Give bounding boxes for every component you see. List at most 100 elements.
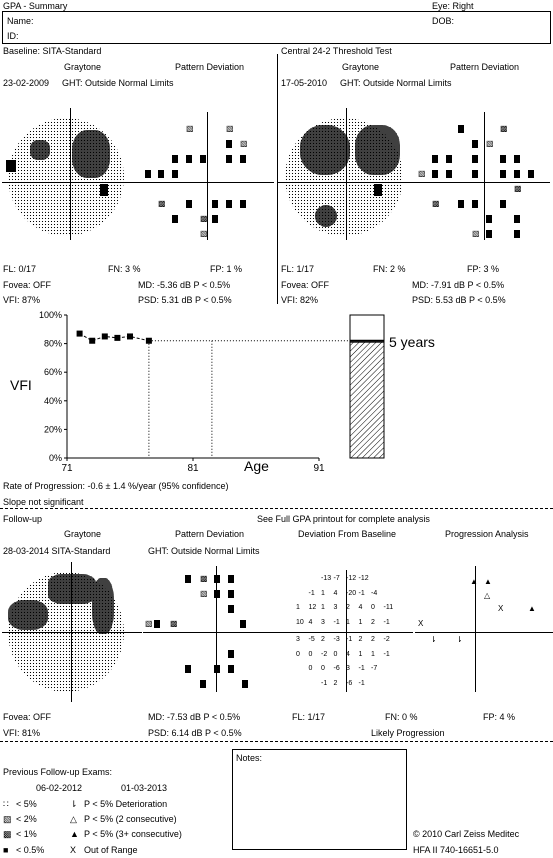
deviation-value: -4 bbox=[371, 589, 378, 597]
name-label: Name: bbox=[7, 16, 34, 26]
followup-label: Follow-up bbox=[3, 514, 43, 524]
deviation-value: -1 bbox=[346, 636, 353, 643]
followup-fp: FP: 4 % bbox=[483, 712, 516, 722]
deviation-value: -1 bbox=[358, 679, 365, 687]
copyright: © 2010 Carl Zeiss Meditec bbox=[413, 829, 520, 839]
y-tick-label: 40% bbox=[44, 396, 62, 406]
deviation-value: 1 bbox=[296, 604, 300, 611]
followup-vfi: VFI: 81% bbox=[3, 728, 41, 738]
deviation-value: 4 bbox=[333, 589, 338, 597]
deviation-value: 2 bbox=[333, 679, 338, 687]
deviation-value: 3 bbox=[321, 618, 325, 626]
notes-box[interactable] bbox=[232, 749, 407, 850]
deviation-value: 10 bbox=[296, 618, 304, 626]
footer-divider bbox=[0, 741, 553, 742]
deviation-value: -7 bbox=[371, 665, 378, 672]
deviation-value: -7 bbox=[333, 575, 340, 582]
baseline-left-ght: GHT: Outside Normal Limits bbox=[62, 78, 174, 88]
followup-pattern-title: Pattern Deviation bbox=[175, 529, 245, 539]
dob-label: DOB: bbox=[432, 16, 455, 26]
data-point bbox=[127, 333, 133, 340]
deviation-value: 0 bbox=[333, 650, 338, 658]
deviation-value: 0 bbox=[371, 604, 375, 611]
deviation-value: 4 bbox=[358, 604, 363, 611]
legend-dots-icon: ∷ bbox=[3, 799, 9, 809]
baseline-divider bbox=[277, 54, 278, 304]
baseline-right-date: 17-05-2010 bbox=[281, 78, 328, 88]
baseline-right-psd: PSD: 5.53 dB P < 0.5% bbox=[412, 295, 506, 305]
baseline-left-md: MD: -5.36 dB P < 0.5% bbox=[138, 280, 231, 290]
x-tick-label: 81 bbox=[187, 463, 199, 474]
deviation-value: -12 bbox=[358, 575, 369, 582]
previous-exam-date-1: 06-02-2012 bbox=[36, 783, 83, 793]
baseline-right-md: MD: -7.91 dB P < 0.5% bbox=[412, 280, 505, 290]
baseline-right-fn: FN: 2 % bbox=[373, 264, 406, 274]
deviation-value: 4 bbox=[308, 618, 313, 626]
likely-progression: Likely Progression bbox=[371, 728, 445, 738]
deviation-value: 1 bbox=[358, 618, 363, 626]
deviation-value: -1 bbox=[333, 618, 340, 626]
legend-3consec: P < 5% (3+ consecutive) bbox=[84, 829, 182, 839]
baseline-left-graytone-title: Graytone bbox=[64, 62, 102, 72]
projection-label: 5 years bbox=[389, 334, 435, 350]
legend-dense-icon: ▩ bbox=[3, 829, 12, 839]
y-tick-label: 20% bbox=[44, 424, 62, 434]
y-tick-label: 80% bbox=[44, 339, 62, 349]
legend-lt5: < 5% bbox=[16, 799, 37, 809]
deviation-value: 2 bbox=[358, 636, 363, 643]
baseline-left-date: 23-02-2009 bbox=[3, 78, 50, 88]
previous-exam-date-2: 01-03-2013 bbox=[121, 783, 168, 793]
baseline-label: Baseline: SITA-Standard bbox=[3, 46, 102, 56]
out-of-range-icon: X bbox=[70, 845, 77, 855]
deviation-value: -2 bbox=[321, 650, 328, 658]
deviation-value: -1 bbox=[308, 589, 315, 597]
baseline-left-vfi: VFI: 87% bbox=[3, 295, 41, 305]
followup-ght: GHT: Outside Normal Limits bbox=[148, 546, 260, 556]
deviation-value: 2 bbox=[321, 636, 325, 643]
deviation-value: -13 bbox=[321, 575, 332, 582]
section-divider bbox=[0, 508, 553, 509]
followup-fovea: Fovea: OFF bbox=[3, 712, 52, 722]
test-title: Central 24-2 Threshold Test bbox=[281, 46, 392, 56]
slope-text: Slope not significant bbox=[3, 497, 84, 507]
baseline-left-fovea: Fovea: OFF bbox=[3, 280, 52, 290]
followup-graytone-title: Graytone bbox=[64, 529, 102, 539]
baseline-left-fp: FP: 1 % bbox=[210, 264, 243, 274]
deterioration-arrow-icon: ⇂ bbox=[70, 799, 78, 809]
baseline-right-vfi: VFI: 82% bbox=[281, 295, 319, 305]
baseline-left-fn: FN: 3 % bbox=[108, 264, 141, 274]
filled-triangle-icon: ▲ bbox=[70, 829, 79, 839]
baseline-right-fp: FP: 3 % bbox=[467, 264, 500, 274]
followup-fn: FN: 0 % bbox=[385, 712, 418, 722]
followup-fl: FL: 1/17 bbox=[292, 712, 326, 722]
deviation-value: -12 bbox=[346, 575, 357, 582]
deviation-value: -1 bbox=[383, 650, 390, 658]
deviation-value: 2 bbox=[371, 636, 375, 643]
legend-hatch-icon: ▧ bbox=[3, 814, 12, 824]
deviation-value: 3 bbox=[333, 604, 338, 611]
vfi-bar-fill bbox=[349, 341, 385, 459]
deviation-value: 0 bbox=[296, 650, 300, 658]
x-tick-label: 71 bbox=[61, 463, 73, 474]
deviation-value: -20 bbox=[346, 589, 357, 597]
data-point bbox=[89, 337, 96, 344]
id-label: ID: bbox=[7, 31, 19, 41]
data-point bbox=[145, 337, 152, 344]
eye-label: Eye: Right bbox=[432, 1, 474, 11]
baseline-left-pattern-title: Pattern Deviation bbox=[175, 62, 245, 72]
vfi-progression-chart: VFI Age 100% 80% 60% 40% 20% 0%71 81 91 5 years bbox=[10, 310, 435, 474]
deviation-title: Deviation From Baseline bbox=[298, 529, 397, 539]
followup-md: MD: -7.53 dB P < 0.5% bbox=[148, 712, 241, 722]
deviation-value: -1 bbox=[321, 679, 328, 687]
deviation-value: -1 bbox=[358, 589, 365, 597]
open-triangle-icon: △ bbox=[70, 814, 77, 824]
data-point bbox=[76, 330, 83, 337]
baseline-right-fl: FL: 1/17 bbox=[281, 264, 315, 274]
vfi-axis-label: VFI bbox=[10, 377, 32, 393]
legend-lt05: < 0.5% bbox=[16, 845, 45, 855]
data-point bbox=[114, 334, 121, 341]
deviation-value: 12 bbox=[308, 604, 317, 611]
baseline-left-fl: FL: 0/17 bbox=[3, 264, 37, 274]
rate-of-progression: Rate of Progression: -0.6 ± 1.4 %/year (… bbox=[3, 481, 229, 491]
deviation-value: -6 bbox=[346, 679, 353, 687]
